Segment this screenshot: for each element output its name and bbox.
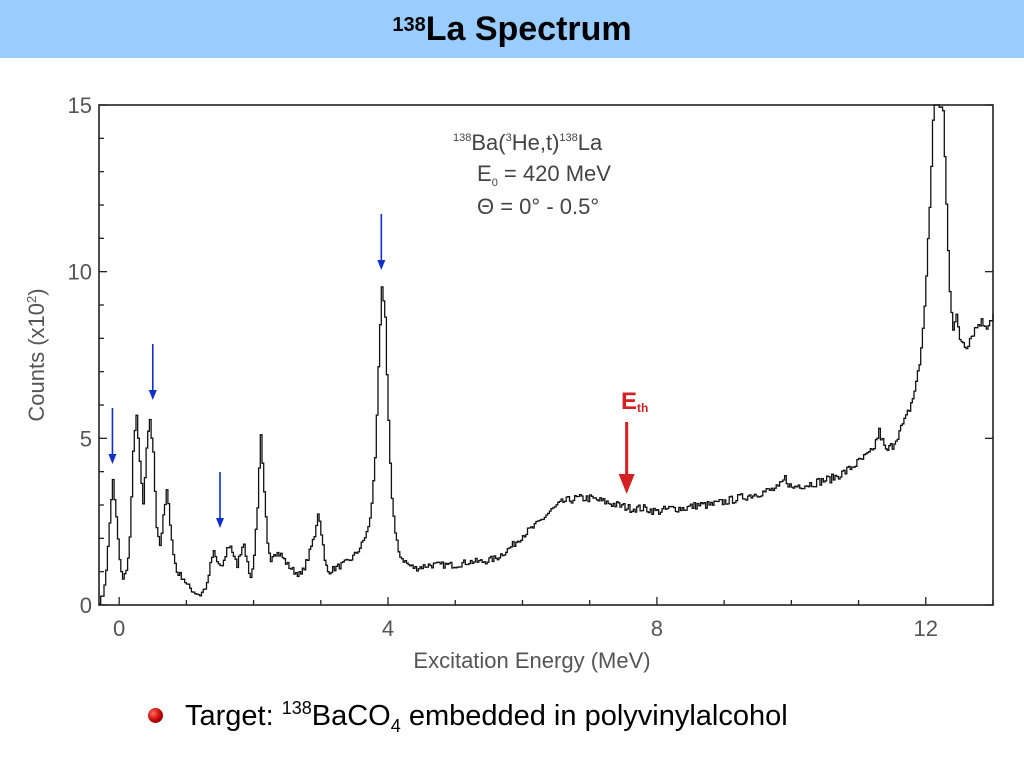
y-tick-label: 5	[80, 426, 92, 451]
beam-energy-annotation: E0 = 420 MeV	[477, 161, 611, 189]
title-mass-number: 138	[392, 14, 426, 36]
peak-arrows	[108, 214, 386, 528]
target-prefix: Target:	[185, 700, 282, 732]
y-tick-label: 15	[68, 93, 92, 118]
peak-arrow-icon	[377, 214, 386, 270]
peak-arrow-icon	[148, 344, 157, 400]
y-axis-label-main: Counts (x10	[24, 303, 49, 422]
slide-title: 138La Spectrum	[0, 0, 1024, 58]
peak-arrow-icon	[215, 472, 224, 528]
y-tick-label: 0	[80, 593, 92, 618]
reaction-annotation: 138Ba(3He,t)138La	[453, 130, 603, 155]
ann-c: La	[578, 130, 603, 155]
axis-tick-labels: 0 4 8 12 0 5 10 15	[68, 93, 939, 641]
axis-ticks	[99, 104, 994, 606]
ann-e: E	[477, 161, 492, 186]
y-axis-label-end: )	[24, 288, 49, 295]
ann-e-sub: 0	[492, 177, 498, 189]
peak-arrow-icon	[108, 408, 117, 464]
threshold-label-sub: th	[637, 401, 648, 415]
x-tick-label: 12	[914, 616, 938, 641]
ann-sup2: 3	[506, 132, 512, 144]
ann-sup3: 138	[559, 132, 577, 144]
bullet-icon	[148, 707, 163, 723]
y-axis-label: Counts (x102)	[24, 288, 49, 421]
ann-sup1: 138	[453, 132, 471, 144]
target-sub: 4	[390, 716, 401, 736]
x-tick-label: 0	[113, 616, 125, 641]
ann-e-val: = 420 MeV	[498, 161, 611, 186]
target-sup: 138	[281, 698, 312, 718]
y-tick-label: 10	[68, 260, 92, 285]
ann-a: Ba(	[471, 130, 506, 155]
title-bar	[0, 0, 1024, 58]
title-text: La Spectrum	[425, 10, 632, 48]
x-tick-label: 8	[651, 616, 663, 641]
x-axis-label: Excitation Energy (MeV)	[413, 648, 650, 673]
threshold-arrow	[618, 422, 635, 494]
y-axis-label-sup: 2	[24, 296, 39, 303]
target-note: Target: 138BaCO4 embedded in polyvinylal…	[148, 698, 788, 736]
target-suffix: embedded in polyvinylalcohol	[400, 700, 788, 732]
spectrum-line	[99, 104, 994, 605]
ann-b: He,t)	[512, 130, 560, 155]
x-tick-label: 4	[382, 616, 394, 641]
threshold-label-main: E	[621, 388, 637, 415]
threshold-label: Eth	[621, 388, 648, 415]
angle-annotation: Θ = 0° - 0.5°	[477, 194, 599, 219]
target-mid: BaCO	[311, 700, 391, 732]
plot-frame	[98, 104, 994, 606]
